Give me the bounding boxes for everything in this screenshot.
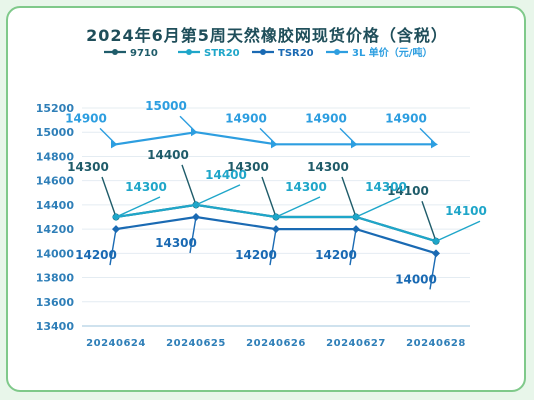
label-leader <box>189 216 197 254</box>
y-tick-label: 14600 <box>36 175 75 188</box>
label-leader <box>421 200 437 242</box>
data-label: 14400 <box>205 168 247 182</box>
data-label: 14300 <box>365 180 407 194</box>
label-leader <box>435 220 481 242</box>
label-leader <box>341 176 357 218</box>
series-line <box>115 131 436 146</box>
data-label: 14400 <box>147 148 189 162</box>
label-leader <box>99 127 117 145</box>
data-label: 14200 <box>235 248 277 262</box>
y-tick-label: 14800 <box>36 150 75 163</box>
label-leader <box>101 176 117 218</box>
label-leader <box>261 176 277 218</box>
data-label: 14900 <box>305 111 347 125</box>
y-tick-label: 13400 <box>36 320 75 333</box>
y-tick-label: 14000 <box>36 247 75 260</box>
label-leader <box>275 196 321 218</box>
data-label: 14200 <box>315 248 357 262</box>
legend-marker <box>334 49 340 55</box>
label-leader <box>339 127 357 145</box>
data-label: 14900 <box>225 111 267 125</box>
y-tick-label: 14400 <box>36 199 75 212</box>
data-label: 14300 <box>285 180 327 194</box>
label-leader <box>429 253 437 290</box>
data-label: 14900 <box>65 111 107 125</box>
label-leader <box>269 228 277 266</box>
y-tick-label: 15200 <box>36 102 75 115</box>
label-leader <box>179 115 197 133</box>
legend-label: 3L 单价（元/吨） <box>352 46 432 59</box>
legend-marker <box>112 49 118 55</box>
label-leader <box>349 228 357 266</box>
data-point <box>351 140 358 149</box>
data-label: 14900 <box>385 111 427 125</box>
y-tick-label: 14200 <box>36 223 75 236</box>
data-label: 14000 <box>395 272 437 286</box>
x-tick-label: 20240626 <box>246 338 306 349</box>
legend-marker <box>260 49 266 55</box>
data-point <box>271 140 278 149</box>
legend-label: STR20 <box>204 48 240 59</box>
legend-label: TSR20 <box>278 48 314 59</box>
label-leader <box>419 127 437 145</box>
label-leader <box>109 228 117 266</box>
data-label: 14100 <box>387 184 429 198</box>
y-tick-label: 13800 <box>36 272 75 285</box>
x-axis-ticks: 20240624 20240625 20240626 20240627 20240628 <box>86 338 466 349</box>
label-leader <box>181 164 197 206</box>
data-point <box>431 140 438 149</box>
data-label: 14300 <box>125 180 167 194</box>
data-label: 14200 <box>75 248 117 262</box>
data-label: 14300 <box>155 236 197 250</box>
label-leader <box>259 127 277 145</box>
data-label: 15000 <box>145 99 187 113</box>
legend: 9710 STR20 TSR20 3L 单价（元/吨） <box>104 46 432 59</box>
data-label: 14300 <box>307 160 349 174</box>
y-tick-label: 13600 <box>36 296 75 309</box>
legend-label: 9710 <box>130 48 158 59</box>
data-point <box>111 140 118 149</box>
y-axis-ticks: 13400 13600 13800 14000 14200 14400 14600 14800… <box>36 102 75 333</box>
label-leader <box>195 184 241 206</box>
chart-frame <box>6 6 526 392</box>
legend-marker <box>186 49 192 55</box>
x-tick-label: 20240625 <box>166 338 226 349</box>
x-tick-label: 20240628 <box>406 338 466 349</box>
label-leader <box>115 196 161 218</box>
data-label: 14300 <box>227 160 269 174</box>
data-point <box>191 128 198 137</box>
label-leader <box>355 196 401 218</box>
series-layer <box>99 115 481 290</box>
x-tick-label: 20240627 <box>326 338 386 349</box>
data-label: 14300 <box>67 160 109 174</box>
x-tick-label: 20240624 <box>86 338 146 349</box>
data-label: 14100 <box>445 204 487 218</box>
y-tick-label: 15000 <box>36 126 75 139</box>
grid-lines <box>82 107 470 327</box>
chart-title: 2024年6月第5周天然橡胶网现货价格（含税） <box>86 26 448 45</box>
